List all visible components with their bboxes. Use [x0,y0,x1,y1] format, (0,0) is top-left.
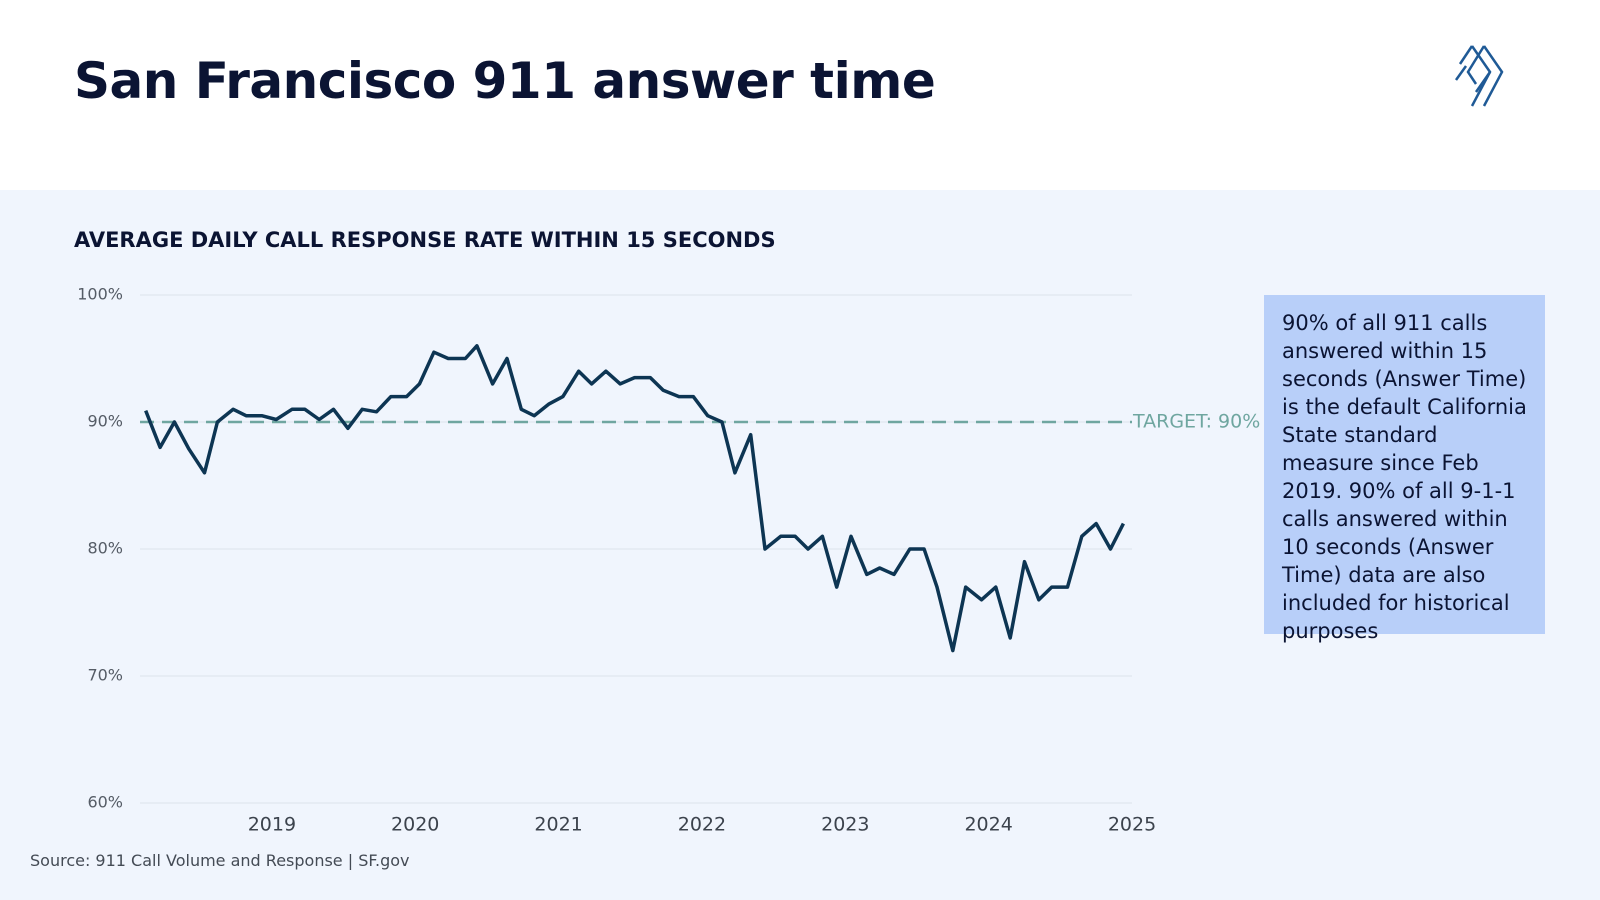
y-tick-label: 100% [77,285,123,304]
subtitle: AVERAGE DAILY CALL RESPONSE RATE WITHIN … [74,228,776,252]
target-label: TARGET: 90% [1132,411,1260,433]
x-tick-label: 2025 [1108,814,1156,836]
y-tick-label: 80% [87,539,123,558]
y-tick-label: 70% [87,666,123,685]
x-tick-label: 2023 [821,814,869,836]
source: Source: 911 Call Volume and Response | S… [30,851,410,870]
title: San Francisco 911 answer time [74,52,936,110]
annotation: 90% of all 911 calls answered within 15 … [1264,295,1545,643]
logo [1454,45,1504,107]
x-tick-label: 2021 [534,814,582,836]
x-tick-label: 2022 [678,814,726,836]
x-tick-label: 2019 [248,814,296,836]
y-tick-label: 60% [87,793,123,812]
x-tick-label: 2020 [391,814,439,836]
data-line [144,344,1125,653]
x-tick-label: 2024 [964,814,1012,836]
header: San Francisco 911 answer time [0,0,1600,190]
y-tick-label: 90% [87,412,123,431]
